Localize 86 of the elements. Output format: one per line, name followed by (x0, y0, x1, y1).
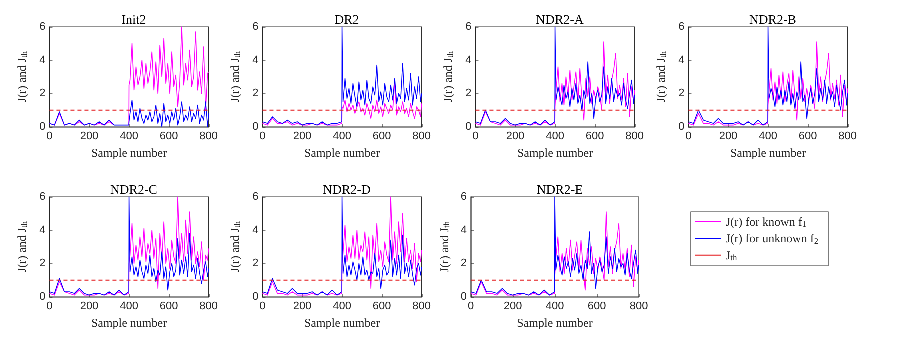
x-axis-title: Sample number (91, 316, 168, 330)
x-tick-label: 600 (372, 300, 392, 312)
x-axis-title: Sample number (730, 146, 806, 160)
chart-title: NDR2-A (536, 12, 584, 27)
y-tick-label: 0 (252, 121, 259, 133)
x-tick-label: 400 (333, 300, 352, 312)
x-axis-title: Sample number (517, 316, 593, 330)
y-tick-label: 2 (252, 258, 259, 270)
x-tick-label: 600 (372, 130, 392, 142)
x-tick-label: 600 (160, 300, 178, 312)
x-tick-label: 600 (588, 300, 606, 312)
chart-title: DR2 (334, 12, 360, 27)
y-tick-label: 6 (466, 21, 472, 33)
chart-title: Init2 (122, 12, 146, 27)
y-axis-title: J(r) and Jth (15, 50, 30, 103)
line-series (49, 196, 210, 296)
y-tick-label: 2 (40, 258, 46, 270)
line-series (262, 26, 422, 126)
x-axis-title: Sample number (517, 146, 594, 160)
x-tick-label: 800 (626, 130, 644, 142)
y-tick-label: 0 (678, 121, 685, 133)
x-tick-label: 600 (160, 130, 178, 142)
y-tick-label: 6 (678, 21, 685, 33)
x-tick-label: 800 (200, 300, 218, 312)
chart-title: NDR2-C (110, 182, 158, 197)
y-axis-title: J(r) and Jth (15, 220, 30, 273)
x-tick-label: 400 (120, 130, 138, 142)
y-axis-title: J(r) and Jth (437, 220, 452, 273)
y-tick-label: 0 (460, 291, 467, 303)
x-tick-label: 200 (719, 130, 738, 142)
y-tick-label: 2 (252, 88, 259, 100)
y-tick-label: 6 (40, 21, 46, 33)
y-tick-label: 4 (678, 54, 685, 66)
y-tick-label: 4 (252, 54, 259, 66)
y-tick-label: 0 (40, 291, 46, 303)
legend-label: J(r) for known f1 (726, 215, 806, 230)
x-tick-label: 200 (293, 130, 312, 142)
x-tick-label: 800 (630, 300, 648, 312)
x-tick-label: 200 (506, 130, 525, 142)
x-tick-label: 400 (759, 130, 778, 142)
chart-title: NDR2-B (750, 12, 797, 27)
chart-title: NDR2-E (536, 182, 584, 197)
y-tick-label: 4 (40, 224, 46, 236)
x-axis-title: Sample number (91, 146, 168, 160)
legend-label: J(r) for unknown f2 (726, 232, 818, 246)
y-tick-label: 4 (460, 224, 467, 236)
x-tick-label: 600 (586, 130, 604, 142)
y-tick-label: 2 (466, 88, 472, 100)
y-axis-title: J(r) and Jth (654, 50, 668, 103)
line-series (470, 196, 640, 296)
y-axis-title: J(r) and Jth (228, 220, 242, 273)
x-axis-title: Sample number (304, 146, 380, 160)
y-axis-title: J(r) and Jth (441, 50, 456, 103)
x-tick-label: 200 (80, 300, 99, 312)
x-tick-label: 400 (120, 300, 138, 312)
y-tick-label: 6 (40, 191, 46, 203)
y-axis-title: J(r) and Jth (228, 50, 242, 103)
x-tick-label: 800 (412, 300, 432, 312)
legend-label: Jth (726, 248, 738, 263)
y-tick-label: 2 (460, 258, 467, 270)
y-tick-label: 4 (466, 54, 472, 66)
x-tick-label: 400 (546, 300, 564, 312)
y-tick-label: 4 (252, 224, 259, 236)
x-tick-label: 200 (293, 300, 312, 312)
y-tick-label: 6 (460, 191, 467, 203)
chart-title: NDR2-D (323, 182, 371, 197)
x-tick-label: 200 (80, 130, 99, 142)
y-tick-label: 2 (40, 88, 46, 100)
line-series (475, 26, 636, 126)
y-tick-label: 4 (40, 54, 46, 66)
x-tick-label: 800 (412, 130, 432, 142)
y-tick-label: 0 (40, 121, 46, 133)
line-series (688, 26, 848, 126)
y-tick-label: 6 (252, 21, 259, 33)
x-tick-label: 400 (333, 130, 352, 142)
x-tick-label: 200 (504, 300, 522, 312)
y-tick-label: 2 (678, 88, 685, 100)
line-series (262, 196, 422, 296)
y-tick-label: 6 (252, 191, 259, 203)
x-tick-label: 600 (798, 130, 818, 142)
x-tick-label: 800 (838, 130, 858, 142)
x-tick-label: 400 (546, 130, 564, 142)
y-tick-label: 0 (466, 121, 472, 133)
x-tick-label: 800 (200, 130, 218, 142)
y-tick-label: 0 (252, 291, 259, 303)
x-axis-title: Sample number (304, 316, 380, 330)
